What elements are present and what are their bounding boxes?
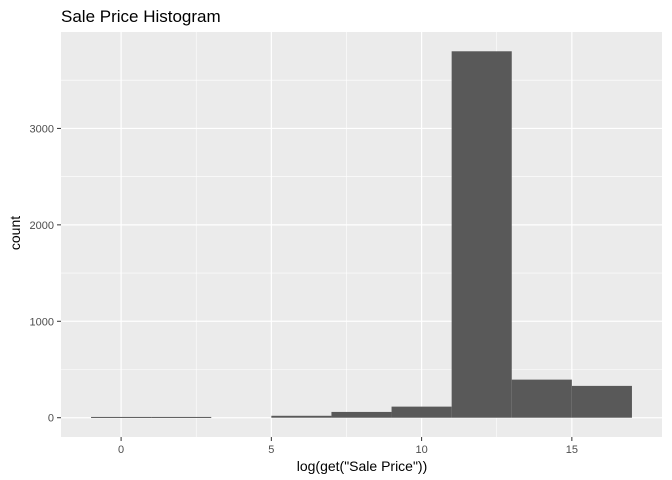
y-tick-label: 0 (48, 413, 54, 425)
x-tick-label: 5 (268, 444, 274, 456)
y-axis-title: count (7, 216, 23, 250)
histogram-bar (91, 416, 152, 418)
histogram-bar (391, 406, 452, 418)
histogram-bar (571, 385, 632, 418)
histogram-bar (271, 415, 332, 418)
y-tick-label: 2000 (30, 220, 54, 232)
histogram-bar (151, 416, 212, 418)
y-axis-ticks: 0 1000 2000 3000 (30, 123, 61, 425)
histogram-bar (331, 411, 392, 418)
x-tick-label: 0 (118, 444, 124, 456)
x-tick-label: 15 (566, 444, 578, 456)
x-axis-ticks: 0 5 10 15 (118, 437, 578, 456)
y-tick-label: 3000 (30, 123, 54, 135)
x-tick-label: 10 (415, 444, 427, 456)
histogram-bar (511, 379, 572, 418)
y-tick-label: 1000 (30, 316, 54, 328)
chart-title: Sale Price Histogram (61, 7, 221, 26)
histogram-bars (91, 51, 632, 418)
x-axis-title: log(get("Sale Price")) (297, 458, 428, 474)
histogram-bar (451, 51, 512, 418)
